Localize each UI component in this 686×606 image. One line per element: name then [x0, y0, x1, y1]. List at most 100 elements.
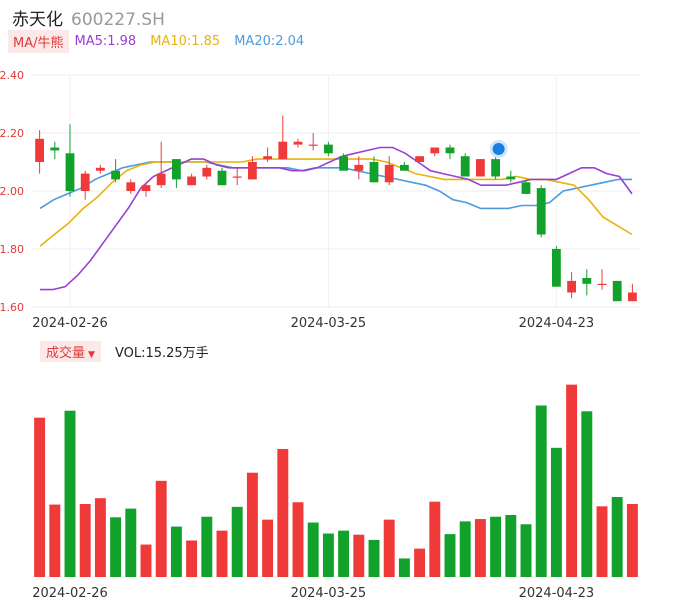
- volume-button-label: 成交量: [46, 345, 86, 361]
- candle-body: [491, 159, 501, 177]
- candle-body: [475, 159, 485, 177]
- candle-body: [369, 162, 379, 183]
- candle-body: [126, 182, 136, 191]
- x-tick-label: 2024-02-26: [32, 586, 108, 601]
- y-tick-label: 2.00: [0, 185, 24, 198]
- volume-bar: [94, 498, 106, 577]
- candle-body: [263, 156, 273, 160]
- candle-body: [278, 141, 288, 160]
- candle-body: [187, 176, 197, 186]
- volume-bar: [231, 506, 243, 577]
- volume-bar: [520, 524, 532, 577]
- y-tick-label: 1.60: [0, 301, 24, 314]
- x-tick-label: 2024-03-25: [291, 586, 367, 601]
- ma-legend: MA/牛熊 MA5:1.98 MA10:1.85 MA20:2.04: [8, 29, 305, 53]
- price-axis: 2.40 2.20 2.00 1.80 1.60: [0, 69, 24, 314]
- volume-legend: 成交量 ▼ VOL:15.25万手: [40, 340, 209, 362]
- volume-bar: [459, 521, 471, 577]
- volume-value-label: VOL:15.25万手: [114, 345, 209, 361]
- caret-down-icon: ▼: [88, 349, 95, 360]
- candle-body: [156, 173, 166, 186]
- ma20-label: MA20:2.04: [234, 33, 305, 49]
- volume-bar: [322, 533, 334, 577]
- candle-body: [582, 278, 592, 284]
- volume-bar: [474, 519, 486, 577]
- ma5-label: MA5:1.98: [74, 33, 137, 49]
- y-tick-label: 2.40: [0, 69, 24, 82]
- candle-body: [171, 159, 181, 180]
- candle-body: [339, 156, 349, 171]
- candle-body: [141, 185, 151, 191]
- volume-bar: [611, 497, 623, 577]
- candle-body: [111, 170, 121, 180]
- y-tick-label: 2.20: [0, 127, 24, 140]
- volume-bar: [277, 448, 289, 577]
- candle-body: [384, 164, 394, 183]
- volume-bar: [626, 503, 638, 577]
- volume-bar: [307, 522, 319, 577]
- ma-indicator-button[interactable]: MA/牛熊: [8, 29, 69, 53]
- candle-body: [323, 144, 333, 154]
- x-tick-label: 2024-02-26: [32, 316, 108, 331]
- candle-body: [430, 147, 440, 154]
- candle-body: [551, 249, 561, 287]
- volume-bar: [535, 405, 547, 577]
- candle-body: [627, 292, 637, 302]
- volume-bar: [566, 384, 578, 577]
- volume-bar: [155, 480, 167, 577]
- candle-body: [95, 167, 105, 171]
- volume-bar: [64, 410, 76, 577]
- y-tick-label: 1.80: [0, 243, 24, 256]
- candlesticks: [35, 115, 637, 302]
- volume-bar: [201, 516, 213, 577]
- candle-body: [247, 162, 257, 180]
- volume-bar: [34, 417, 46, 577]
- volume-bar: [262, 519, 274, 577]
- moving-average-lines: [39, 146, 633, 291]
- x-tick-label: 2024-04-23: [519, 586, 595, 601]
- x-tick-label: 2024-04-23: [519, 316, 595, 331]
- volume-bar: [186, 540, 198, 577]
- stock-header: 赤天化 600227.SH: [12, 5, 165, 30]
- candle-body: [612, 280, 622, 302]
- event-marker-icon: [489, 139, 508, 158]
- volume-bar: [550, 447, 562, 577]
- volume-bar: [338, 530, 350, 577]
- stock-code: 600227.SH: [71, 10, 165, 30]
- candle-body: [460, 156, 470, 177]
- candle-body: [536, 188, 546, 235]
- stock-name: 赤天化: [12, 10, 63, 30]
- candle-body: [506, 176, 516, 180]
- volume-bar: [414, 548, 426, 577]
- volume-indicator-button[interactable]: 成交量 ▼: [40, 340, 101, 362]
- price-date-axis: 2024-02-26 2024-03-25 2024-04-23: [32, 316, 594, 331]
- x-tick-label: 2024-03-25: [291, 316, 367, 331]
- volume-bar: [292, 502, 304, 577]
- ma5-line: [40, 146, 633, 291]
- volume-bar: [490, 516, 502, 577]
- candle-body: [80, 173, 90, 191]
- volume-bar: [246, 472, 258, 577]
- candle-body: [567, 280, 577, 293]
- marker-dot: [492, 142, 505, 155]
- candle-body: [445, 147, 455, 154]
- volume-date-axis: 2024-02-26 2024-03-25 2024-04-23: [32, 586, 594, 601]
- volume-bar: [581, 411, 593, 577]
- ma10-label: MA10:1.85: [150, 33, 221, 49]
- volume-bar: [49, 504, 61, 577]
- candle-body: [293, 141, 303, 145]
- volume-bar: [368, 539, 380, 577]
- candle-body: [399, 164, 409, 171]
- price-grid: [32, 74, 640, 308]
- volume-bar: [444, 534, 456, 577]
- volume-bar: [79, 503, 91, 577]
- candle-body: [354, 164, 364, 171]
- volume-bar: [429, 501, 441, 577]
- volume-bar: [110, 517, 122, 577]
- volume-bar: [216, 530, 228, 577]
- volume-bar: [383, 519, 395, 577]
- volume-bar: [398, 558, 410, 577]
- candle-body: [65, 153, 75, 191]
- volume-bar: [170, 526, 182, 577]
